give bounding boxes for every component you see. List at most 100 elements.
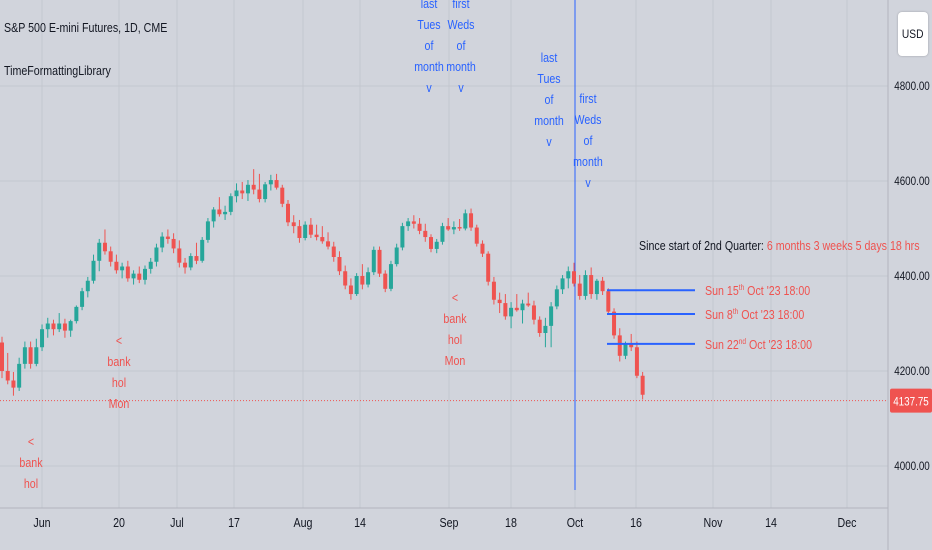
candle <box>251 184 256 190</box>
candle <box>554 289 559 307</box>
candle <box>594 280 599 295</box>
candle <box>606 291 611 312</box>
x-tick-label: Nov <box>704 515 723 530</box>
blue-marker-label: v <box>585 175 590 190</box>
candle <box>469 213 474 228</box>
candle <box>200 239 205 261</box>
candle <box>423 230 428 238</box>
candle <box>217 209 222 215</box>
candle <box>228 196 233 212</box>
candle <box>400 226 405 248</box>
candles <box>0 169 645 400</box>
currency-button[interactable]: USD <box>898 12 928 56</box>
candle <box>102 242 107 252</box>
x-tick-label: Jul <box>170 515 184 530</box>
level-lines <box>607 289 695 345</box>
candle <box>188 256 193 268</box>
candle <box>85 280 90 292</box>
candle <box>303 224 308 238</box>
x-axis: Jun 20 Jul 17 Aug 14 Sep 18 Oct 16 Nov 14 Dec <box>0 507 888 530</box>
blue-marker-label: Tues <box>417 17 440 32</box>
candle <box>537 319 542 333</box>
blue-marker-label: v <box>458 80 463 95</box>
candle <box>314 234 319 238</box>
candle <box>503 303 508 317</box>
candle <box>429 237 433 249</box>
candle <box>154 247 159 262</box>
symbol-title: S&P 500 E-mini Futures, 1D, CME <box>4 20 168 35</box>
blue-marker-label: Tues <box>537 71 560 86</box>
candle <box>486 253 491 282</box>
level-label: Sun 8th Oct '23 18:00 <box>705 306 805 322</box>
y-axis: 4800.00 4600.00 4400.00 4200.00 4000.00 4137.… <box>887 0 932 550</box>
x-tick-label: Dec <box>838 515 857 530</box>
currency-label: USD <box>902 27 924 41</box>
candle <box>263 184 268 200</box>
y-tick-label: 4000.00 <box>894 460 930 473</box>
candle <box>451 227 456 230</box>
candle <box>320 237 325 242</box>
candle <box>165 236 170 239</box>
candle <box>394 247 399 265</box>
candle <box>331 246 336 257</box>
candle <box>45 323 50 330</box>
candle <box>549 306 554 326</box>
candle <box>137 273 142 280</box>
x-tick-label: 17 <box>228 515 240 530</box>
candle <box>297 226 302 238</box>
candle <box>612 311 617 336</box>
blue-marker-label: v <box>426 80 431 95</box>
candle <box>57 323 62 330</box>
candle <box>62 323 67 331</box>
candle <box>120 266 125 271</box>
candle <box>148 261 153 269</box>
red-marker-label: < <box>452 290 458 305</box>
candle <box>160 236 165 248</box>
x-tick-label: 16 <box>630 515 642 530</box>
candle <box>291 222 296 227</box>
y-tick-label: 4400.00 <box>894 270 930 283</box>
red-marker-label: < <box>116 333 122 348</box>
last-price-value: 4137.75 <box>893 396 929 409</box>
blue-marker-label: last <box>541 50 558 65</box>
candle <box>623 344 628 356</box>
candle <box>97 242 102 261</box>
candle <box>480 243 485 254</box>
candle <box>240 190 245 194</box>
candle <box>629 344 634 348</box>
blue-marker-label: v <box>546 134 551 149</box>
red-marker-label: hol <box>448 332 462 347</box>
blue-marker-label: month <box>446 59 476 74</box>
candle <box>474 227 479 244</box>
blue-marker-label: Weds <box>447 17 474 32</box>
candle <box>5 371 10 381</box>
candle <box>514 307 519 311</box>
candle <box>223 211 228 215</box>
level-label: Sun 22nd Oct '23 18:00 <box>705 336 812 352</box>
candle <box>245 184 250 194</box>
candle <box>280 187 285 204</box>
candle <box>177 248 182 263</box>
x-tick-label: 14 <box>354 515 366 530</box>
candle <box>377 249 382 274</box>
candle <box>286 203 290 223</box>
candle <box>11 380 16 388</box>
vertical-markers <box>0 0 888 490</box>
candle <box>51 323 56 330</box>
blue-marker-label: first <box>452 0 470 11</box>
candle <box>91 260 96 281</box>
candle <box>257 189 262 200</box>
x-tick-label: 20 <box>113 515 125 530</box>
candle <box>572 271 576 284</box>
blue-marker-label: of <box>425 38 435 53</box>
red-marker-label: bank <box>19 455 42 470</box>
indicator-title[interactable]: TimeFormattingLibrary <box>4 63 111 78</box>
candle <box>583 275 588 296</box>
red-marker-label: Mon <box>445 353 466 368</box>
candle <box>343 271 348 286</box>
y-tick-label: 4200.00 <box>894 365 930 378</box>
candle <box>371 249 376 273</box>
candle <box>640 375 645 395</box>
x-tick-label: Sep <box>440 515 459 530</box>
